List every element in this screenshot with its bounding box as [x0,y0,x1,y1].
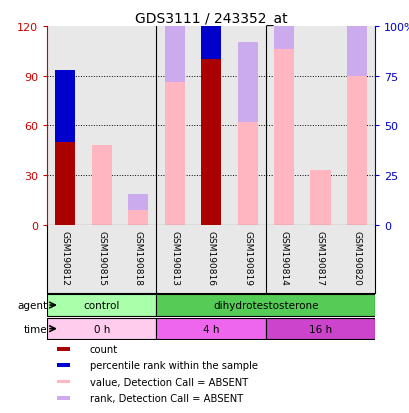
Text: percentile rank within the sample: percentile rank within the sample [90,360,257,370]
Text: 16 h: 16 h [308,324,331,334]
Text: control: control [83,300,120,310]
Title: GDS3111 / 243352_at: GDS3111 / 243352_at [135,12,287,26]
Text: GSM190820: GSM190820 [352,231,361,285]
Bar [273,50,293,225]
Text: count: count [90,344,118,354]
Text: GSM190815: GSM190815 [97,231,106,286]
Bar [57,347,70,351]
Bar [47,295,156,316]
Text: GSM190816: GSM190816 [206,231,215,286]
Text: time: time [23,324,47,334]
Bar [128,195,148,210]
Text: 4 h: 4 h [202,324,219,334]
Bar [273,0,293,50]
Text: rank, Detection Call = ABSENT: rank, Detection Call = ABSENT [90,393,243,403]
Bar [92,146,112,225]
Bar [201,60,220,225]
Bar [346,76,366,225]
Bar [237,43,257,123]
Text: agent: agent [17,300,47,310]
Bar [57,396,70,400]
Bar [55,71,75,142]
Bar [265,318,374,339]
Bar [346,0,366,76]
Bar [156,295,374,316]
Bar [310,171,330,225]
Bar [128,210,148,225]
Text: GSM190819: GSM190819 [243,231,252,286]
Bar [57,380,70,383]
Bar [55,142,75,225]
Bar [237,123,257,225]
Text: GSM190817: GSM190817 [315,231,324,286]
Text: dihydrotestosterone: dihydrotestosterone [213,300,318,310]
Bar [201,0,220,60]
Bar [164,0,184,83]
Bar [164,83,184,225]
Text: GSM190818: GSM190818 [133,231,142,286]
Bar [47,318,156,339]
Text: GSM190814: GSM190814 [279,231,288,285]
Bar [156,318,265,339]
Bar [57,363,70,367]
Text: 0 h: 0 h [93,324,110,334]
Text: GSM190813: GSM190813 [170,231,179,286]
Text: GSM190812: GSM190812 [61,231,70,285]
Text: value, Detection Call = ABSENT: value, Detection Call = ABSENT [90,377,247,387]
